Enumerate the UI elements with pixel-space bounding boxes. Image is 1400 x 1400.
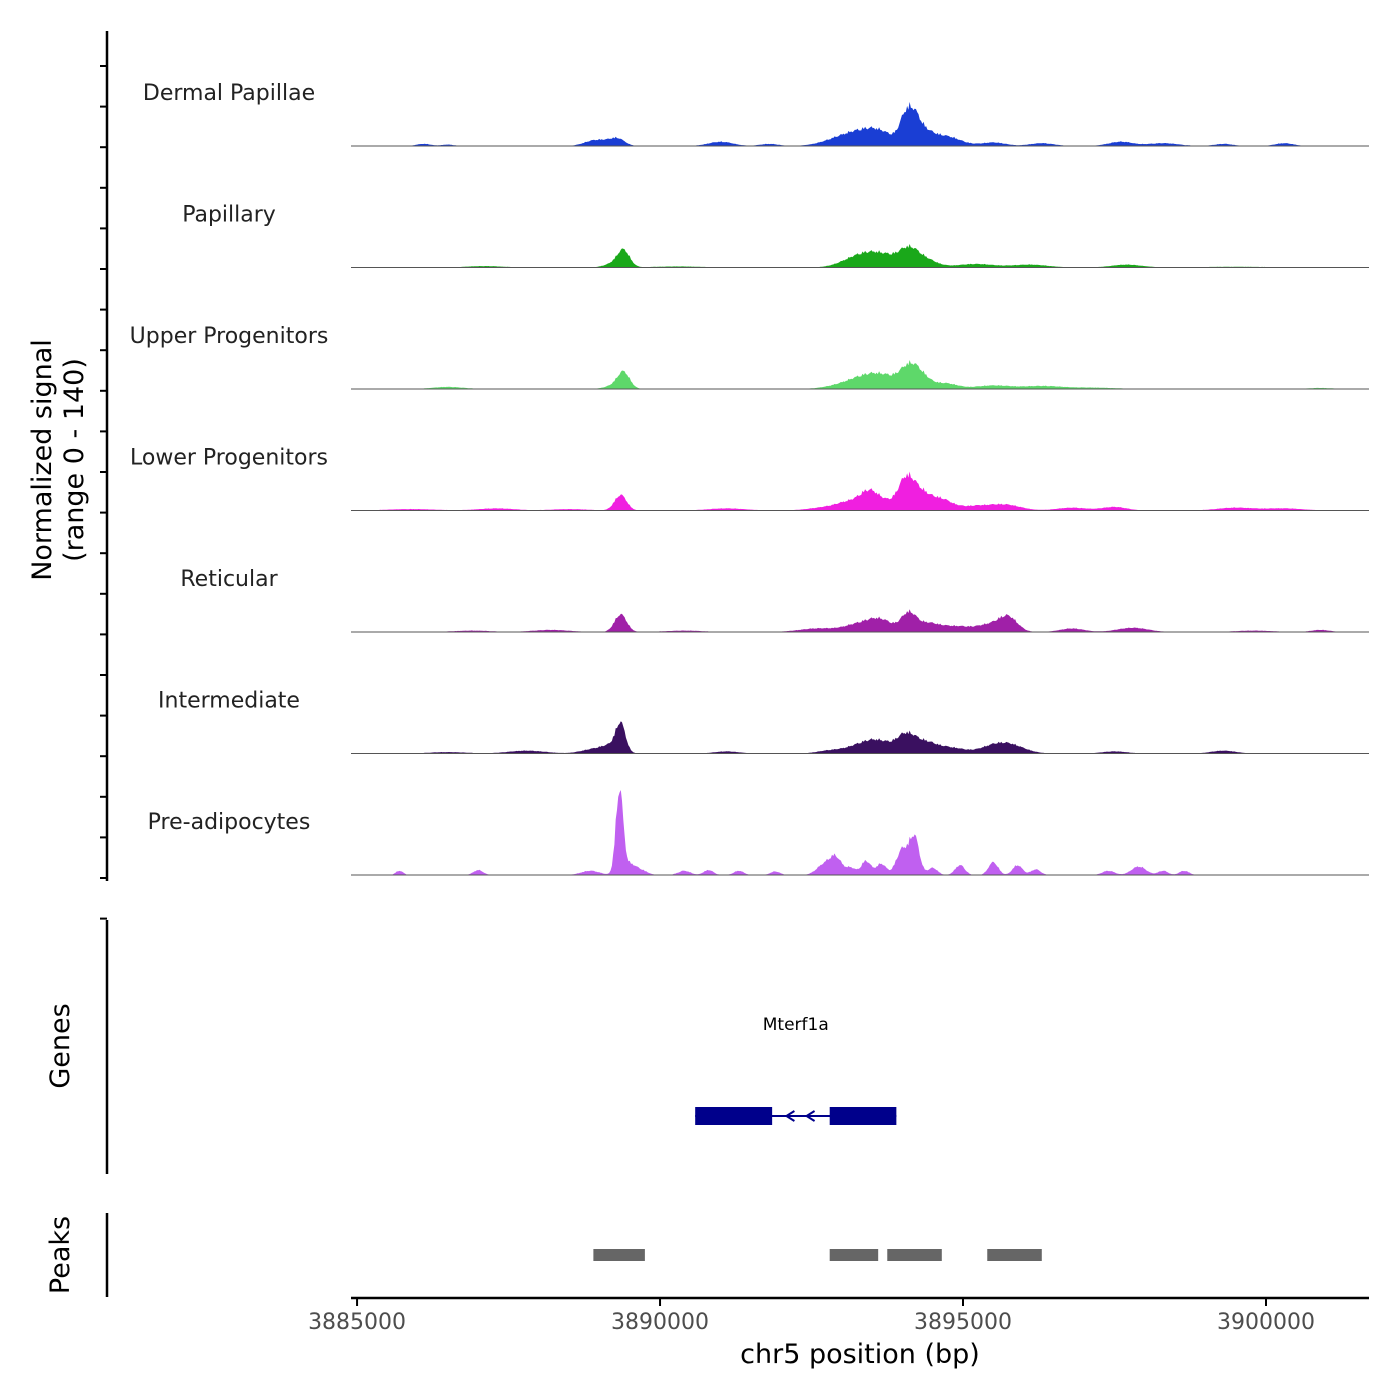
- gene-label: Mterf1a: [763, 1015, 829, 1035]
- peak-region: [829, 1249, 879, 1261]
- coverage-ylabel-line2: (range 0 - 140): [59, 358, 90, 562]
- peak-region: [987, 1249, 1042, 1261]
- x-axis-ticks: 3885000 3890000 3895000 3900000: [308, 1298, 1315, 1335]
- peak-region: [887, 1249, 942, 1261]
- coverage-track: Papillary: [182, 203, 1369, 268]
- coverage-track: Reticular: [180, 567, 1369, 633]
- gene-exon: [829, 1107, 897, 1125]
- genes-panel-label: Genes: [45, 1003, 76, 1088]
- gene-exon: [695, 1107, 773, 1125]
- x-tick-label: 3890000: [611, 1310, 709, 1335]
- coverage-track: Dermal Papillae: [143, 81, 1369, 147]
- strand-arrow: [784, 1110, 795, 1122]
- coverage-track: Pre-adipocytes: [148, 790, 1369, 876]
- coverage-axis-ticks: [100, 65, 107, 920]
- x-tick-label: 3900000: [1217, 1310, 1315, 1335]
- coverage-track: Lower Progenitors: [130, 446, 1369, 511]
- track-label: Pre-adipocytes: [148, 810, 311, 835]
- coverage-area: [351, 244, 1369, 268]
- coverage-area: [351, 360, 1369, 389]
- coverage-area: [351, 471, 1369, 511]
- coverage-track: Intermediate: [158, 689, 1369, 754]
- x-tick-label: 3885000: [308, 1310, 406, 1335]
- x-tick-label: 3895000: [914, 1310, 1012, 1335]
- peak-track: [593, 1249, 1042, 1261]
- peak-region: [593, 1249, 645, 1261]
- track-label: Papillary: [182, 203, 276, 228]
- strand-arrow: [804, 1110, 816, 1122]
- coverage-area: [351, 790, 1369, 875]
- coverage-tracks: Dermal Papillae Papillary Upper Progenitor…: [130, 81, 1369, 876]
- coverage-area: [351, 721, 1369, 754]
- x-axis-title: chr5 position (bp): [740, 1339, 980, 1370]
- track-label: Dermal Papillae: [143, 81, 315, 106]
- gene-track: Mterf1a: [695, 1015, 897, 1125]
- track-label: Reticular: [180, 567, 278, 592]
- peaks-panel-label: Peaks: [45, 1216, 76, 1294]
- coverage-area: [351, 609, 1369, 632]
- track-label: Intermediate: [158, 689, 300, 714]
- gene-model: Mterf1a: [695, 1015, 897, 1125]
- coverage-ylabel-line1: Normalized signal: [27, 339, 58, 581]
- coverage-track: Upper Progenitors: [130, 324, 1369, 390]
- coverage-area: [351, 101, 1369, 146]
- track-label: Upper Progenitors: [130, 324, 329, 349]
- track-label: Lower Progenitors: [130, 446, 328, 471]
